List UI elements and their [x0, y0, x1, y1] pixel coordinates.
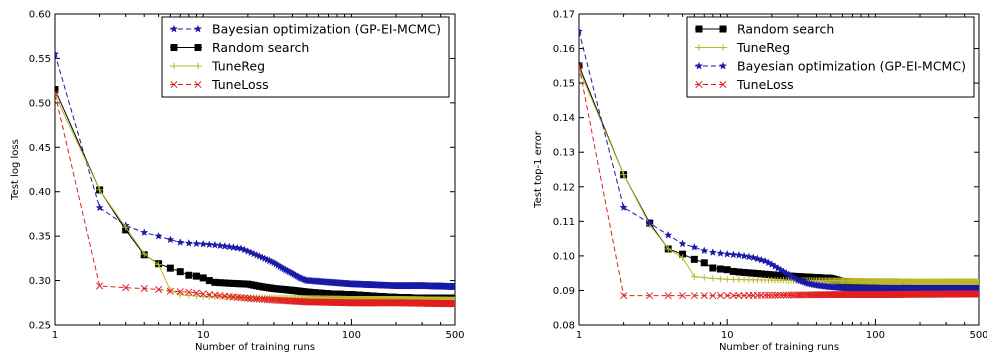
- legend-label: Bayesian optimization (GP-EI-MCMC): [737, 59, 966, 74]
- y-tick-label: 0.30: [29, 276, 51, 287]
- x-tick-label: 100: [866, 330, 885, 341]
- legend-label: Random search: [212, 40, 309, 55]
- y-tick-label: 0.17: [553, 10, 575, 21]
- legend-label: Bayesian optimization (GP-EI-MCMC): [212, 22, 441, 37]
- y-tick-label: 0.50: [29, 98, 51, 109]
- data-point: [186, 272, 192, 278]
- y-tick-label: 0.10: [553, 251, 575, 262]
- data-point: [724, 267, 730, 273]
- legend-label: TuneLoss: [736, 77, 794, 92]
- data-point: [691, 256, 697, 262]
- x-tick-label: 500: [445, 330, 464, 341]
- legend: Bayesian optimization (GP-EI-MCMC) Random…: [162, 17, 449, 97]
- y-tick-label: 0.60: [29, 10, 51, 21]
- y-tick-label: 0.09: [553, 286, 575, 297]
- x-tick-label: 500: [969, 330, 987, 341]
- chart-test-log-loss: 0.25 0.30 0.35 0.40 0.45 0.50 0.55 0.60 1 10 100 50…: [10, 10, 465, 354]
- y-tick-label: 0.08: [553, 321, 575, 332]
- data-point: [177, 269, 183, 275]
- x-tick-label: 10: [197, 330, 210, 341]
- y-tick-label: 0.13: [553, 148, 575, 159]
- data-point: [193, 273, 199, 279]
- data-point: [701, 260, 707, 266]
- chart-test-top1-error: 0.08 0.09 0.10 0.11 0.12 0.13 0.14 0.15 0.16 0.17…: [533, 10, 987, 354]
- legend-marker: [720, 26, 726, 32]
- y-tick-label: 0.11: [553, 217, 575, 228]
- x-axis-label: Number of training runs: [719, 342, 839, 353]
- y-tick-label: 0.40: [29, 187, 51, 198]
- x-tick-label: 1: [52, 330, 58, 341]
- legend-label: Random search: [737, 22, 834, 37]
- legend-marker: [696, 26, 702, 32]
- legend-marker: [195, 45, 201, 51]
- y-tick-label: 0.45: [29, 143, 51, 154]
- x-tick-label: 1: [576, 330, 582, 341]
- data-point: [206, 278, 212, 284]
- y-axis-label: Test log loss: [10, 139, 21, 201]
- y-tick-label: 0.35: [29, 232, 51, 243]
- y-tick-label: 0.14: [553, 113, 575, 124]
- y-tick-label: 0.12: [553, 182, 575, 193]
- x-axis-label: Number of training runs: [195, 342, 315, 353]
- x-tick-label: 100: [342, 330, 361, 341]
- legend-marker: [171, 45, 177, 51]
- data-point: [717, 266, 723, 272]
- x-tick-label: 10: [721, 330, 734, 341]
- data-point: [167, 265, 173, 271]
- y-axis-label: Test top-1 error: [533, 130, 544, 209]
- legend-label: TuneReg: [211, 59, 265, 74]
- y-tick-label: 0.15: [553, 79, 575, 90]
- data-point: [710, 265, 716, 271]
- y-tick-label: 0.25: [29, 321, 51, 332]
- legend-label: TuneReg: [736, 40, 790, 55]
- y-tick-label: 0.55: [29, 54, 51, 65]
- legend-label: TuneLoss: [211, 77, 269, 92]
- data-point: [200, 275, 206, 281]
- y-tick-label: 0.16: [553, 44, 575, 55]
- legend: Random search TuneReg Bayesian optimizatio…: [687, 17, 974, 97]
- data-point: [730, 268, 736, 274]
